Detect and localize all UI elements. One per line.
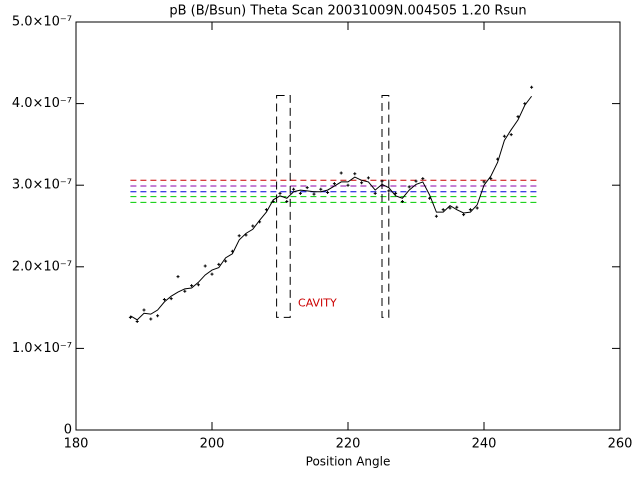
y-tick-label: 2.0×10⁻⁷ xyxy=(12,259,72,274)
data-point xyxy=(516,115,520,119)
data-point xyxy=(271,200,275,204)
data-point xyxy=(496,157,500,161)
data-point xyxy=(149,317,153,321)
x-tick-label: 240 xyxy=(472,437,497,452)
data-point xyxy=(332,182,336,186)
data-point xyxy=(162,297,166,301)
data-point xyxy=(421,177,425,181)
x-tick-label: 220 xyxy=(336,437,361,452)
annotation: CAVITY xyxy=(298,297,337,310)
data-line xyxy=(130,95,532,321)
y-tick-label: 3.0×10⁻⁷ xyxy=(12,178,72,193)
data-point xyxy=(353,172,357,176)
data-point xyxy=(387,189,391,193)
data-point xyxy=(217,262,221,266)
data-point xyxy=(156,314,160,318)
data-point xyxy=(475,206,479,210)
x-tick-label: 200 xyxy=(200,437,225,452)
data-point xyxy=(407,185,411,189)
x-tick-label: 180 xyxy=(64,437,89,452)
y-tick-label: 1.0×10⁻⁷ xyxy=(12,341,72,356)
data-point xyxy=(360,181,364,185)
y-tick-label: 4.0×10⁻⁷ xyxy=(12,96,72,111)
data-point xyxy=(298,191,302,195)
data-point xyxy=(176,275,180,279)
data-point xyxy=(530,85,534,89)
data-point xyxy=(230,249,234,253)
data-point xyxy=(400,200,404,204)
data-point xyxy=(251,224,255,228)
data-point xyxy=(448,206,452,210)
cavity-region xyxy=(381,94,390,318)
data-point xyxy=(169,297,173,301)
y-tick-label: 0 xyxy=(64,423,72,438)
data-point xyxy=(455,205,459,209)
data-point xyxy=(142,308,146,312)
data-point xyxy=(135,319,139,323)
data-point xyxy=(326,191,330,195)
data-point xyxy=(258,220,262,224)
data-point xyxy=(278,191,282,195)
data-point xyxy=(183,289,187,293)
data-point xyxy=(373,191,377,195)
data-point xyxy=(366,176,370,180)
data-point xyxy=(380,179,384,183)
x-tick-label: 260 xyxy=(608,437,633,452)
data-point xyxy=(319,187,323,191)
y-tick-label: 5.0×10⁻⁷ xyxy=(12,15,72,30)
data-point xyxy=(441,208,445,212)
data-point xyxy=(190,284,194,288)
data-point xyxy=(128,315,132,319)
data-point xyxy=(224,259,228,263)
data-point xyxy=(523,102,527,106)
data-point xyxy=(428,196,432,200)
data-point xyxy=(502,134,506,138)
data-point xyxy=(264,208,268,212)
data-point xyxy=(346,183,350,187)
data-point xyxy=(468,208,472,212)
data-point xyxy=(203,264,207,268)
data-point xyxy=(394,191,398,195)
data-point xyxy=(434,214,438,218)
data-point xyxy=(196,283,200,287)
data-point xyxy=(210,272,214,276)
data-point xyxy=(339,171,343,175)
data-point xyxy=(462,213,466,217)
chart-title: pB (B/Bsun) Theta Scan 20031009N.004505 … xyxy=(169,4,526,19)
data-point xyxy=(482,180,486,184)
data-point xyxy=(285,200,289,204)
data-point xyxy=(305,186,309,190)
cavity-region xyxy=(276,94,291,318)
x-axis-label: Position Angle xyxy=(306,455,391,469)
data-point xyxy=(237,234,241,238)
data-point xyxy=(312,192,316,196)
data-point xyxy=(244,233,248,237)
data-point xyxy=(292,187,296,191)
data-point xyxy=(509,133,513,137)
data-point xyxy=(489,177,493,181)
data-point xyxy=(414,179,418,183)
